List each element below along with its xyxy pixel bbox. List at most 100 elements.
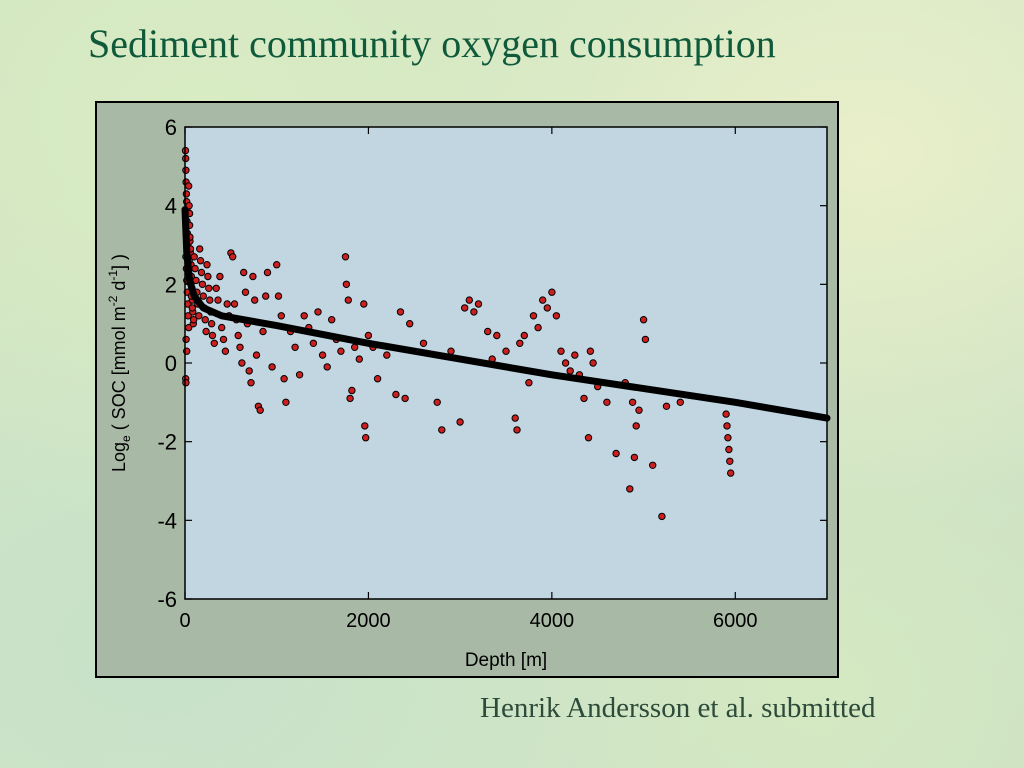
- x-tick-label: 4000: [530, 610, 575, 632]
- data-point: [571, 351, 579, 359]
- fit-line: [181, 206, 831, 422]
- data-point: [344, 296, 353, 304]
- data-point: [525, 379, 533, 387]
- x-axis-label: Depth [m]: [465, 650, 547, 671]
- data-point: [474, 300, 483, 308]
- data-point: [251, 296, 259, 304]
- data-point: [223, 300, 231, 308]
- data-point: [438, 426, 446, 434]
- data-point: [548, 288, 556, 296]
- data-point: [557, 347, 565, 355]
- data-point: [383, 351, 391, 359]
- data-point: [561, 359, 570, 367]
- data-point: [185, 182, 193, 190]
- y-tick-label: 2: [165, 272, 177, 297]
- data-point: [612, 449, 620, 458]
- data-point: [262, 292, 270, 300]
- chart-frame: 6 4 2 0 -2 -4 -6 0 2000 4000 6000 Depth [m] Loge …: [95, 101, 839, 678]
- data-point: [182, 166, 190, 175]
- data-point: [502, 347, 510, 355]
- data-point: [230, 300, 239, 308]
- data-point: [291, 343, 299, 352]
- scatter-chart: 6 4 2 0 -2 -4 -6 0 2000 4000 6000 Depth [m] Loge …: [106, 115, 831, 671]
- data-point: [589, 359, 597, 367]
- data-point: [190, 253, 198, 261]
- data-point: [249, 272, 257, 281]
- data-point: [626, 485, 634, 493]
- data-point: [182, 335, 190, 344]
- data-point: [207, 320, 216, 328]
- data-point: [364, 331, 373, 340]
- data-point: [252, 351, 261, 359]
- data-point: [529, 312, 538, 320]
- data-point: [723, 422, 731, 430]
- data-point: [216, 272, 224, 281]
- x-tick-label: 0: [179, 610, 190, 632]
- data-point: [203, 261, 211, 269]
- data-point: [328, 316, 336, 324]
- data-point: [277, 312, 286, 320]
- data-point: [214, 296, 222, 304]
- data-point: [199, 292, 208, 300]
- data-point: [362, 434, 370, 442]
- data-point: [373, 375, 382, 383]
- data-point: [484, 327, 492, 336]
- data-point: [218, 323, 226, 332]
- x-axis-ticks: 0 2000 4000 6000: [179, 127, 758, 632]
- data-point: [236, 343, 244, 352]
- data-point: [639, 316, 648, 324]
- data-point: [198, 280, 207, 289]
- data-point: [465, 296, 473, 304]
- y-axis-label: Loge ( SOC [mmol m-2 d-1] ): [106, 254, 133, 472]
- data-point: [300, 312, 308, 320]
- data-point: [348, 386, 356, 395]
- data-point: [635, 406, 643, 414]
- data-point: [580, 394, 588, 403]
- data-point: [539, 296, 547, 304]
- y-tick-label: 0: [165, 351, 177, 376]
- data-point: [191, 264, 199, 273]
- data-point: [676, 398, 684, 406]
- data-point: [182, 190, 191, 198]
- data-point: [727, 469, 735, 477]
- data-point: [188, 304, 197, 312]
- data-point: [456, 418, 464, 426]
- data-point: [342, 280, 351, 289]
- data-point: [630, 453, 639, 462]
- data-point: [662, 402, 671, 410]
- data-point: [419, 339, 428, 348]
- data-point: [351, 343, 359, 352]
- data-point: [229, 253, 237, 261]
- data-point: [268, 363, 276, 371]
- data-point: [259, 327, 267, 336]
- data-point: [245, 367, 253, 375]
- data-point: [240, 268, 248, 277]
- data-point: [323, 363, 331, 371]
- data-point: [658, 512, 666, 521]
- data-point: [552, 312, 561, 320]
- data-point: [202, 327, 210, 336]
- data-point: [196, 245, 204, 253]
- data-point: [355, 355, 363, 363]
- data-point: [401, 394, 409, 403]
- data-point: [337, 347, 345, 355]
- data-point: [212, 284, 220, 293]
- y-tick-label: 6: [165, 115, 177, 140]
- data-point: [263, 268, 272, 277]
- data-point: [208, 331, 217, 340]
- data-point: [584, 434, 593, 442]
- data-point: [205, 284, 213, 293]
- data-point: [221, 347, 230, 355]
- data-point: [195, 312, 203, 320]
- data-point: [256, 406, 264, 414]
- data-point: [238, 359, 246, 367]
- data-point: [219, 335, 228, 344]
- data-point: [470, 308, 478, 316]
- data-point: [247, 379, 255, 387]
- data-point: [282, 398, 290, 406]
- x-tick-label: 6000: [713, 610, 758, 632]
- data-point: [724, 434, 732, 442]
- data-point: [628, 398, 637, 406]
- data-point: [190, 316, 198, 324]
- data-point: [182, 379, 190, 387]
